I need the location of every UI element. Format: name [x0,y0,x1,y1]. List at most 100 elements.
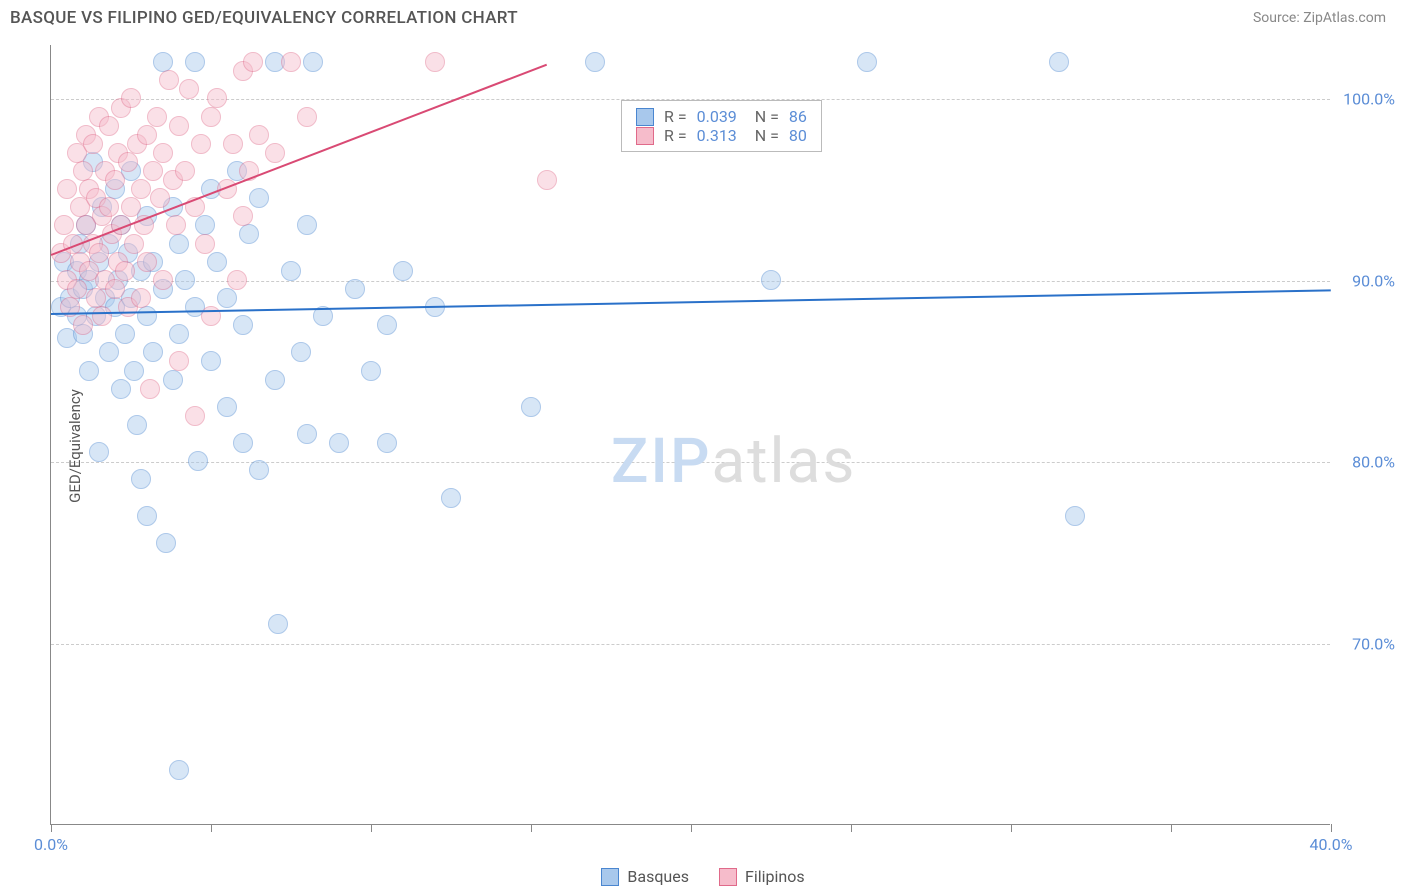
data-point [73,315,93,335]
data-point [303,52,323,72]
data-point [163,370,183,390]
data-point [118,152,138,172]
y-tick-label: 100.0% [1343,90,1395,109]
data-point [761,270,781,290]
data-point [265,143,285,163]
data-point [137,506,157,526]
data-point [79,361,99,381]
x-tick [1331,824,1332,832]
data-point [1049,52,1069,72]
data-point [441,488,461,508]
stats-box: R =0.039 N =86R =0.313 N =80 [621,100,822,152]
stats-n-value: 80 [789,126,807,145]
data-point [73,161,93,181]
data-point [521,397,541,417]
stats-r-value: 0.039 [697,107,737,126]
data-point [124,361,144,381]
gridline [51,644,1330,645]
data-point [223,134,243,154]
data-point [201,351,221,371]
data-point [297,424,317,444]
data-point [537,170,557,190]
legend-label: Filipinos [745,867,805,886]
y-tick-label: 90.0% [1352,271,1395,290]
data-point [169,351,189,371]
source-attribution: Source: ZipAtlas.com [1253,10,1386,26]
data-point [153,52,173,72]
data-point [345,279,365,299]
legend-item: Basques [601,867,689,886]
data-point [265,370,285,390]
data-point [121,88,141,108]
x-tick [851,824,852,832]
series-swatch-icon [636,127,654,145]
data-point [393,261,413,281]
data-point [89,442,109,462]
stats-r-label: R = [664,126,687,145]
legend-swatch-icon [601,868,619,886]
data-point [207,252,227,272]
data-point [124,234,144,254]
series-swatch-icon [636,108,654,126]
data-point [195,215,215,235]
data-point [291,342,311,362]
data-point [156,533,176,553]
data-point [115,324,135,344]
data-point [131,179,151,199]
data-point [153,143,173,163]
data-point [150,188,170,208]
data-point [169,760,189,780]
data-point [92,306,112,326]
data-point [105,170,125,190]
data-point [185,52,205,72]
data-point [137,306,157,326]
data-point [249,460,269,480]
data-point [1065,506,1085,526]
x-tick [691,824,692,832]
data-point [207,88,227,108]
chart-legend: Basques Filipinos [0,867,1406,886]
x-tick [371,824,372,832]
data-point [243,52,263,72]
data-point [239,224,259,244]
data-point [86,288,106,308]
data-point [249,125,269,145]
data-point [297,107,317,127]
data-point [131,288,151,308]
stats-n-label: N = [747,107,779,126]
data-point [217,288,237,308]
stats-r-label: R = [664,107,687,126]
data-point [143,161,163,181]
stats-row: R =0.039 N =86 [636,107,807,126]
data-point [137,125,157,145]
x-tick [1011,824,1012,832]
data-point [115,261,135,281]
data-point [99,116,119,136]
data-point [227,270,247,290]
chart-title: BASQUE VS FILIPINO GED/EQUIVALENCY CORRE… [10,8,518,28]
data-point [105,279,125,299]
data-point [297,215,317,235]
x-tick-label: 0.0% [34,835,68,854]
data-point [175,270,195,290]
data-point [137,252,157,272]
data-point [140,379,160,399]
data-point [153,270,173,290]
data-point [201,107,221,127]
data-point [281,261,301,281]
stats-r-value: 0.313 [697,126,737,145]
data-point [233,206,253,226]
gridline [51,462,1330,463]
trend-line [51,290,1331,316]
data-point [377,433,397,453]
data-point [54,215,74,235]
data-point [57,179,77,199]
data-point [111,379,131,399]
data-point [268,614,288,634]
chart-header: BASQUE VS FILIPINO GED/EQUIVALENCY CORRE… [0,0,1406,32]
data-point [99,342,119,362]
legend-item: Filipinos [719,867,805,886]
data-point [329,433,349,453]
data-point [233,315,253,335]
scatter-plot-area: 70.0%80.0%90.0%100.0%0.0%40.0%ZIPatlasR … [50,45,1330,825]
